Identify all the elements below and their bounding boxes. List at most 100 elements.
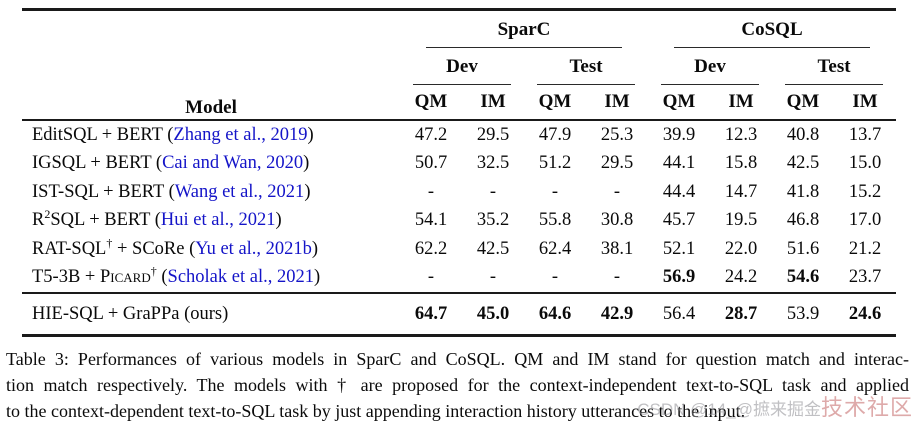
citation-link[interactable]: Wang et al., 2021 — [174, 181, 305, 202]
metric-cell: 29.5 — [600, 153, 634, 174]
model-text: IGSQL + BERT ( — [32, 153, 163, 174]
col-header-im: IM — [604, 91, 630, 112]
split-label: Test — [817, 56, 851, 77]
metric-cell: 44.1 — [662, 153, 696, 174]
metric-cell: - — [427, 267, 435, 288]
metric-cell: 51.6 — [786, 238, 820, 259]
metric-cell: 32.5 — [476, 153, 510, 174]
metric-cell: 44.4 — [662, 181, 696, 202]
split-label: Test — [569, 56, 603, 77]
metric-cell: 19.5 — [724, 210, 758, 231]
metric-cell: 24.6 — [848, 303, 882, 324]
col-header-im: IM — [728, 91, 754, 112]
metric-cell: 25.3 — [600, 124, 634, 145]
metric-cell: 30.8 — [600, 210, 634, 231]
model-text: IST-SQL + BERT ( — [32, 181, 175, 202]
model-text: ) — [275, 210, 282, 231]
ours-row-section: HIE-SQL + GraPPa (ours) 64.7 45.0 64.6 4… — [22, 293, 896, 336]
model-text: SQL + BERT ( — [50, 210, 161, 231]
metric-cell: - — [489, 181, 497, 202]
model-name: T5-3B + Picard† (Scholak et al., 2021) — [22, 264, 400, 294]
metric-cell: 13.7 — [848, 124, 882, 145]
table-header: Model SparC CoSQL Dev Test Dev — [22, 10, 896, 120]
metric-cell: 38.1 — [600, 238, 634, 259]
table-row-ours: HIE-SQL + GraPPa (ours) 64.7 45.0 64.6 4… — [22, 293, 896, 336]
metric-cell: 17.0 — [848, 210, 882, 231]
metric-cell: 12.3 — [724, 124, 758, 145]
col-header-qm: QM — [414, 91, 448, 112]
metric-cell: 15.0 — [848, 153, 882, 174]
caption-line: to the context-dependent text-to-SQL tas… — [6, 401, 746, 421]
metric-cell: 64.7 — [414, 303, 448, 324]
metric-cell: 62.4 — [538, 238, 572, 259]
metric-cell: 53.9 — [786, 303, 820, 324]
metric-cell: - — [551, 267, 559, 288]
table-row: IGSQL + BERT (Cai and Wan, 2020) 50.7 32… — [22, 150, 896, 179]
model-name: IST-SQL + BERT (Wang et al., 2021) — [22, 178, 400, 207]
table-row: R2SQL + BERT (Hui et al., 2021) 54.1 35.… — [22, 207, 896, 236]
citation-link[interactable]: Zhang et al., 2019 — [173, 124, 308, 145]
results-table: Model SparC CoSQL Dev Test Dev — [22, 8, 896, 337]
col-header-qm: QM — [662, 91, 696, 112]
metric-cell: 51.2 — [538, 153, 572, 174]
caption-line: Table 3: Performances of various models … — [6, 349, 909, 369]
metric-cell: 24.2 — [724, 267, 758, 288]
caption-line: tion match respectively. The models with… — [6, 375, 909, 395]
model-text: R — [32, 210, 45, 231]
col-header-qm: QM — [786, 91, 820, 112]
model-text: + SCoRe ( — [112, 238, 196, 259]
col-header-qm: QM — [538, 91, 572, 112]
model-text: RAT-SQL — [32, 238, 107, 259]
model-text: EditSQL + BERT ( — [32, 124, 174, 145]
table-row: EditSQL + BERT (Zhang et al., 2019) 47.2… — [22, 120, 896, 150]
metric-cell: - — [613, 267, 621, 288]
metric-cell: 15.2 — [848, 181, 882, 202]
citation-link[interactable]: Scholak et al., 2021 — [167, 267, 314, 288]
model-name: R2SQL + BERT (Hui et al., 2021) — [22, 207, 400, 236]
metric-cell: 42.9 — [600, 303, 634, 324]
table-row: T5-3B + Picard† (Scholak et al., 2021) -… — [22, 264, 896, 294]
metric-cell: 39.9 — [662, 124, 696, 145]
dagger-mark: † — [106, 235, 113, 250]
metric-cell: 45.7 — [662, 210, 696, 231]
model-text: ) — [313, 267, 321, 288]
metric-cell: 47.9 — [538, 124, 572, 145]
col-header-model: Model — [185, 97, 237, 118]
metric-cell: 35.2 — [476, 210, 510, 231]
metric-cell: 64.6 — [538, 303, 572, 324]
group-label-sparc: SparC — [497, 19, 551, 40]
citation-link[interactable]: Yu et al., 2021b — [195, 238, 312, 259]
table-row: RAT-SQL† + SCoRe (Yu et al., 2021b) 62.2… — [22, 235, 896, 264]
col-group-sparc: SparC — [400, 10, 648, 48]
metric-cell: 45.0 — [476, 303, 510, 324]
metric-cell: 29.5 — [476, 124, 510, 145]
citation-link[interactable]: Hui et al., 2021 — [160, 210, 276, 231]
metric-cell: - — [551, 181, 559, 202]
table-row: IST-SQL + BERT (Wang et al., 2021) - - -… — [22, 178, 896, 207]
split-label: Dev — [694, 56, 726, 77]
metric-cell: 40.8 — [786, 124, 820, 145]
metric-cell: - — [613, 181, 621, 202]
col-header-im: IM — [852, 91, 878, 112]
metric-cell: 28.7 — [724, 303, 758, 324]
model-name: RAT-SQL† + SCoRe (Yu et al., 2021b) — [22, 235, 400, 264]
metric-cell: 47.2 — [414, 124, 448, 145]
metric-cell: 41.8 — [786, 181, 820, 202]
model-text: ) — [304, 181, 311, 202]
metric-cell: 56.4 — [662, 303, 696, 324]
group-label-cosql: CoSQL — [741, 19, 803, 40]
metric-cell: 22.0 — [724, 238, 758, 259]
metric-cell: 42.5 — [476, 238, 510, 259]
metric-cell: 54.1 — [414, 210, 448, 231]
model-name: EditSQL + BERT (Zhang et al., 2019) — [22, 120, 400, 150]
metric-cell: 15.8 — [724, 153, 758, 174]
model-text: ) — [307, 124, 314, 145]
col-header-im: IM — [480, 91, 506, 112]
citation-link[interactable]: Cai and Wan, 2020 — [162, 153, 304, 174]
table-caption: Table 3: Performances of various models … — [6, 346, 909, 424]
metric-cell: 55.8 — [538, 210, 572, 231]
col-subgroup-cosql-dev: Dev — [648, 48, 772, 85]
model-text: HIE-SQL + GraPPa (ours) — [32, 303, 229, 324]
table-body: EditSQL + BERT (Zhang et al., 2019) 47.2… — [22, 120, 896, 293]
